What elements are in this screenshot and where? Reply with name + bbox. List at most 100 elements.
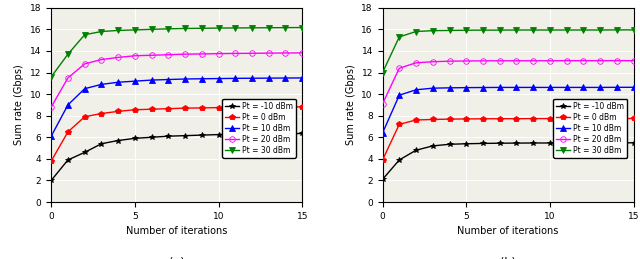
Pt = 0 dBm [232,106,239,109]
Pt = -10 dBm [131,137,139,140]
Line: Pt = 0 dBm: Pt = 0 dBm [380,116,636,163]
Pt = 30 dBm [131,28,139,31]
Pt = 0 dBm [148,108,156,111]
Pt = 20 dBm [298,51,306,54]
Pt = 10 dBm [546,86,554,89]
Pt = -10 dBm [379,178,387,181]
Pt = 20 dBm [64,76,72,80]
Pt = 0 dBm [463,117,470,120]
Pt = 10 dBm [115,81,122,84]
Pt = 20 dBm [97,58,105,61]
Pt = -10 dBm [429,144,436,147]
Pt = -10 dBm [164,135,172,138]
Pt = 0 dBm [265,105,273,109]
Pt = 10 dBm [613,86,621,89]
Pt = 30 dBm [265,26,273,29]
Line: Pt = 0 dBm: Pt = 0 dBm [49,104,305,164]
Pt = 20 dBm [164,53,172,56]
Pt = -10 dBm [396,158,403,162]
Pt = 10 dBm [97,83,105,86]
Pt = -10 dBm [47,179,55,182]
Pt = 0 dBm [164,107,172,110]
Pt = 0 dBm [429,118,436,121]
Pt = 20 dBm [496,59,504,62]
Text: (a): (a) [169,256,184,259]
Pt = 10 dBm [463,86,470,89]
Pt = 20 dBm [248,52,256,55]
Legend: Pt = -10 dBm, Pt = 0 dBm, Pt = 10 dBm, Pt = 20 dBm, Pt = 30 dBm: Pt = -10 dBm, Pt = 0 dBm, Pt = 10 dBm, P… [554,99,627,157]
Pt = 0 dBm [198,106,205,110]
Pt = 10 dBm [181,77,189,81]
Pt = 20 dBm [265,52,273,55]
Pt = -10 dBm [596,141,604,145]
Pt = 20 dBm [529,59,537,62]
Pt = 0 dBm [282,105,289,109]
Pt = 20 dBm [412,61,420,64]
Pt = 10 dBm [513,86,520,89]
Pt = -10 dBm [463,142,470,145]
Pt = -10 dBm [214,133,222,136]
Pt = 20 dBm [198,52,205,55]
Pt = 10 dBm [496,86,504,89]
Line: Pt = 30 dBm: Pt = 30 dBm [49,25,305,80]
Pt = 30 dBm [198,27,205,30]
Pt = 10 dBm [298,76,306,80]
X-axis label: Number of iterations: Number of iterations [126,226,227,236]
Line: Pt = 20 dBm: Pt = 20 dBm [380,58,636,107]
Pt = 0 dBm [214,106,222,109]
Pt = 10 dBm [445,86,453,89]
Pt = -10 dBm [81,151,88,154]
Pt = -10 dBm [97,142,105,145]
Pt = 20 dBm [81,62,88,66]
Pt = 30 dBm [47,75,55,78]
Pt = -10 dBm [479,142,487,145]
Pt = 30 dBm [81,33,88,36]
Pt = 0 dBm [630,117,637,120]
Pt = 30 dBm [97,30,105,33]
Pt = 20 dBm [513,59,520,62]
Pt = 20 dBm [396,67,403,70]
Pt = 10 dBm [396,94,403,97]
Pt = 0 dBm [115,110,122,113]
Pt = 30 dBm [613,28,621,31]
Pt = 30 dBm [412,30,420,33]
Pt = -10 dBm [148,136,156,139]
Pt = 0 dBm [496,117,504,120]
Pt = 0 dBm [298,105,306,108]
Pt = 0 dBm [529,117,537,120]
Pt = 10 dBm [265,77,273,80]
Pt = 0 dBm [580,117,588,120]
Pt = 30 dBm [379,71,387,74]
Line: Pt = 20 dBm: Pt = 20 dBm [49,50,305,110]
Pt = 30 dBm [445,29,453,32]
Pt = -10 dBm [265,132,273,135]
Pt = 20 dBm [429,60,436,63]
Pt = -10 dBm [412,149,420,152]
Pt = 10 dBm [47,135,55,138]
Pt = 30 dBm [463,29,470,32]
Pt = 20 dBm [580,59,588,62]
Pt = 30 dBm [496,28,504,32]
Pt = 20 dBm [181,53,189,56]
Pt = -10 dBm [198,134,205,137]
Pt = 10 dBm [412,88,420,91]
Pt = -10 dBm [496,142,504,145]
Line: Pt = -10 dBm: Pt = -10 dBm [49,131,305,183]
Pt = 20 dBm [546,59,554,62]
Pt = 0 dBm [613,117,621,120]
Pt = 20 dBm [148,54,156,57]
Pt = 10 dBm [429,87,436,90]
Pt = 30 dBm [298,26,306,29]
Pt = 10 dBm [214,77,222,80]
Y-axis label: Sum rate (Gbps): Sum rate (Gbps) [15,64,24,145]
Pt = 20 dBm [131,54,139,57]
Pt = 10 dBm [630,86,637,89]
Line: Pt = 30 dBm: Pt = 30 dBm [380,27,636,75]
Pt = 0 dBm [396,123,403,126]
Pt = 20 dBm [282,52,289,55]
Pt = -10 dBm [298,132,306,135]
Pt = 30 dBm [64,53,72,56]
Pt = 20 dBm [214,52,222,55]
Pt = 20 dBm [379,102,387,105]
Pt = -10 dBm [580,141,588,145]
